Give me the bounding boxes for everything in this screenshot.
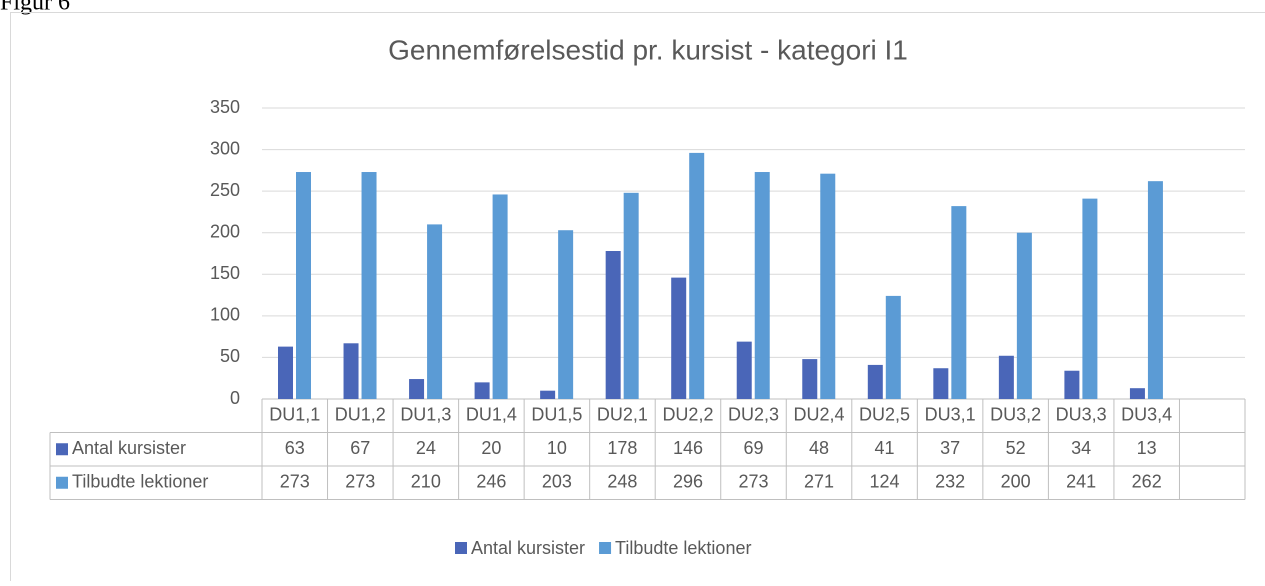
bar — [1130, 388, 1145, 399]
bar — [475, 382, 490, 399]
y-tick-label: 350 — [210, 97, 240, 117]
bar — [540, 391, 555, 399]
table-value: 246 — [476, 472, 506, 492]
y-tick-label: 150 — [210, 263, 240, 283]
x-tick-label: DU3,2 — [990, 405, 1041, 425]
table-row-label: Tilbudte lektioner — [72, 472, 208, 492]
table-value: 232 — [935, 472, 965, 492]
bar — [558, 230, 573, 399]
y-tick-label: 200 — [210, 221, 240, 241]
x-tick-label: DU1,4 — [466, 405, 517, 425]
table-value: 203 — [542, 472, 572, 492]
bar — [820, 174, 835, 399]
table-value: 178 — [607, 438, 637, 458]
bar — [868, 365, 883, 399]
x-tick-label: DU1,3 — [400, 405, 451, 425]
bar — [1082, 199, 1097, 399]
legend-label: Antal kursister — [471, 538, 585, 558]
legend-key — [455, 542, 467, 554]
table-value: 10 — [547, 438, 567, 458]
table-value: 241 — [1066, 472, 1096, 492]
y-tick-label: 100 — [210, 305, 240, 325]
x-tick-label: DU1,2 — [335, 405, 386, 425]
bar — [606, 251, 621, 399]
table-value: 41 — [875, 438, 895, 458]
x-tick-label: DU2,3 — [728, 405, 779, 425]
bar — [802, 359, 817, 399]
bar — [999, 356, 1014, 399]
table-value: 210 — [411, 472, 441, 492]
x-tick-label: DU1,1 — [269, 405, 320, 425]
table-value: 69 — [743, 438, 763, 458]
table-value: 124 — [870, 472, 900, 492]
bar — [344, 343, 359, 399]
x-tick-label: DU2,4 — [794, 405, 845, 425]
table-value: 200 — [1001, 472, 1031, 492]
bar — [755, 172, 770, 399]
table-value: 24 — [416, 438, 436, 458]
chart-title: Gennemførelsestid pr. kursist - kategori… — [388, 34, 908, 65]
bar — [1017, 233, 1032, 399]
table-value: 48 — [809, 438, 829, 458]
table-value: 13 — [1137, 438, 1157, 458]
y-tick-label: 50 — [220, 346, 240, 366]
bar — [296, 172, 311, 399]
table-value: 248 — [607, 472, 637, 492]
table-value: 296 — [673, 472, 703, 492]
bar — [409, 379, 424, 399]
table-value: 20 — [481, 438, 501, 458]
bar — [493, 194, 508, 399]
table-value: 52 — [1006, 438, 1026, 458]
table-value: 67 — [350, 438, 370, 458]
table-legend-key — [56, 443, 68, 455]
table-row-label: Antal kursister — [72, 438, 186, 458]
x-tick-label: DU3,4 — [1121, 405, 1172, 425]
legend-key — [599, 542, 611, 554]
table-value: 271 — [804, 472, 834, 492]
legend-label: Tilbudte lektioner — [615, 538, 751, 558]
table-value: 273 — [280, 472, 310, 492]
table-value: 63 — [285, 438, 305, 458]
bar — [427, 224, 442, 399]
bar — [1148, 181, 1163, 399]
table-legend-key — [56, 477, 68, 489]
bar — [624, 193, 639, 399]
table-value: 146 — [673, 438, 703, 458]
y-tick-label: 300 — [210, 138, 240, 158]
bar — [737, 342, 752, 399]
x-tick-label: DU2,2 — [662, 405, 713, 425]
table-value: 273 — [345, 472, 375, 492]
table-value: 37 — [940, 438, 960, 458]
x-tick-label: DU3,3 — [1056, 405, 1107, 425]
bar — [933, 368, 948, 399]
bar — [689, 153, 704, 399]
table-value: 34 — [1071, 438, 1091, 458]
table-value: 262 — [1132, 472, 1162, 492]
bar — [278, 347, 293, 399]
x-tick-label: DU1,5 — [531, 405, 582, 425]
bar — [671, 278, 686, 399]
y-tick-label: 0 — [230, 388, 240, 408]
bar — [886, 296, 901, 399]
bar — [1064, 371, 1079, 399]
x-tick-label: DU2,1 — [597, 405, 648, 425]
bar — [951, 206, 966, 399]
table-value: 273 — [738, 472, 768, 492]
x-tick-label: DU2,5 — [859, 405, 910, 425]
y-tick-label: 250 — [210, 180, 240, 200]
bar — [362, 172, 377, 399]
x-tick-label: DU3,1 — [925, 405, 976, 425]
